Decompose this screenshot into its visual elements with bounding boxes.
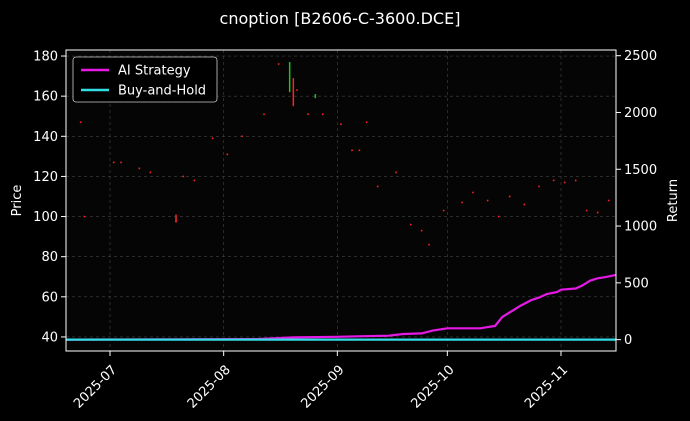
return-lines (65, 273, 617, 341)
y-tick-label-right: 2500 (624, 49, 657, 64)
price-mark (340, 123, 342, 126)
price-mark (486, 199, 489, 202)
price-mark (277, 63, 280, 65)
price-mark (497, 215, 500, 218)
price-mark (376, 185, 379, 188)
price-marks (79, 62, 610, 246)
y-tick-label-left: 120 (33, 170, 58, 185)
y-tick-label-left: 40 (41, 330, 58, 345)
price-mark (596, 211, 599, 214)
price-mark (321, 113, 324, 116)
legend: AI Strategy Buy-and-Hold (72, 56, 218, 103)
y-axis-label-left: Price (10, 185, 25, 217)
y-tick-label-left: 60 (41, 290, 58, 305)
y-tick-label-left: 160 (33, 90, 58, 105)
plot-frame (65, 49, 617, 352)
price-mark (552, 179, 555, 182)
y-tick-label-left: 80 (41, 250, 58, 265)
price-mark (241, 135, 243, 138)
price-mark (607, 199, 610, 202)
price-mark (409, 223, 412, 226)
y-tick-label-right: 1000 (624, 220, 657, 235)
price-mark (83, 215, 86, 218)
price-mark (112, 161, 115, 164)
price-mark (585, 209, 588, 212)
price-mark (395, 171, 397, 174)
legend-label: Buy-and-Hold (118, 84, 206, 99)
y-tick-label-right: 500 (624, 276, 649, 291)
y-tick-label-left: 180 (33, 50, 58, 65)
price-mark (538, 185, 540, 188)
price-mark (574, 179, 577, 182)
price-mark (120, 161, 122, 164)
price-mark (472, 191, 474, 194)
legend-label: AI Strategy (118, 64, 191, 79)
price-mark (263, 113, 265, 116)
price-mark (193, 179, 196, 182)
price-mark (296, 89, 298, 91)
y-tick-label-right: 2000 (624, 106, 657, 121)
price-mark (226, 153, 229, 156)
y-axis-label-right: Return (666, 179, 681, 222)
series-line-ai-strategy (65, 273, 617, 341)
price-mark (351, 149, 353, 152)
price-mark (442, 209, 445, 212)
y-tick-label-right: 1500 (624, 163, 657, 178)
price-mark (79, 121, 82, 124)
price-mark (182, 175, 185, 178)
price-mark (358, 149, 361, 152)
y-tick-label-left: 140 (33, 130, 58, 145)
price-mark (307, 113, 309, 116)
price-mark (149, 171, 152, 174)
y-tick-label-left: 100 (33, 210, 58, 225)
price-mark (508, 195, 511, 198)
price-mark (563, 181, 566, 184)
price-mark (365, 121, 368, 124)
price-mark (211, 137, 214, 140)
price-mark (523, 203, 526, 206)
price-mark (420, 229, 423, 232)
price-mark (428, 243, 430, 246)
price-mark (461, 201, 463, 204)
chart-title: cnoption [B2606-C-3600.DCE] (220, 9, 461, 28)
price-mark (138, 167, 141, 170)
y-tick-label-right: 0 (624, 333, 632, 348)
